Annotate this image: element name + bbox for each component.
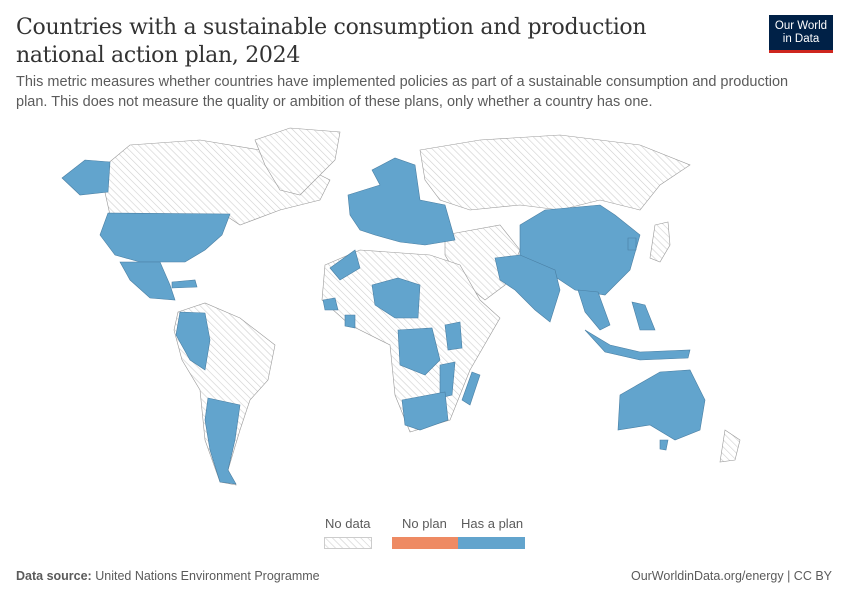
- indonesia[interactable]: [584, 329, 691, 361]
- mexico[interactable]: [119, 261, 176, 301]
- data-source-label: Data source:: [16, 569, 92, 583]
- tasmania[interactable]: [659, 439, 669, 451]
- usa[interactable]: [99, 212, 231, 263]
- subtitle: This metric measures whether countries h…: [16, 74, 789, 110]
- niger-chad[interactable]: [371, 277, 421, 319]
- new-zealand[interactable]: [719, 429, 741, 463]
- license[interactable]: CC BY: [793, 569, 832, 583]
- caribbean[interactable]: [171, 279, 198, 289]
- argentina-chile[interactable]: [204, 397, 241, 485]
- footer-right: OurWorldinData.org/energy | CC BY: [630, 569, 832, 583]
- australia[interactable]: [617, 369, 706, 441]
- data-source-name[interactable]: United Nations Environment Programme: [95, 569, 320, 583]
- legend-swatch-no-plan[interactable]: [392, 537, 458, 549]
- horn-africa[interactable]: [444, 321, 463, 351]
- drc[interactable]: [397, 327, 441, 376]
- owid-link[interactable]: OurWorldinData.org/energy: [630, 569, 784, 583]
- page-title: Countries with a sustainable consumption…: [16, 15, 647, 68]
- owid-logo[interactable]: Our World in Data: [769, 15, 833, 53]
- data-source: Data source: United Nations Environment …: [16, 569, 320, 583]
- madagascar[interactable]: [461, 371, 481, 406]
- legend-swatch-has-plan[interactable]: [458, 537, 525, 549]
- world-map[interactable]: [0, 120, 850, 500]
- legend-label-no-data: No data: [325, 516, 371, 531]
- japan[interactable]: [649, 221, 671, 263]
- legend-swatch-no-data[interactable]: [324, 537, 372, 549]
- india-pakistan[interactable]: [494, 254, 561, 323]
- philippines[interactable]: [631, 301, 656, 331]
- west-africa[interactable]: [322, 297, 356, 329]
- europe[interactable]: [347, 157, 456, 246]
- south-africa[interactable]: [401, 391, 449, 431]
- legend-label-has-plan: Has a plan: [461, 516, 524, 531]
- russia[interactable]: [419, 134, 691, 211]
- mozambique[interactable]: [439, 361, 456, 399]
- colombia-peru-ecuador[interactable]: [175, 311, 211, 371]
- north-africa-morocco[interactable]: [329, 249, 361, 281]
- legend-label-no-plan: No plan: [402, 516, 447, 531]
- greenland[interactable]: [254, 127, 341, 196]
- alaska[interactable]: [61, 159, 111, 196]
- korea[interactable]: [627, 237, 637, 251]
- has-plan-regions: [61, 157, 706, 485]
- southeast-asia[interactable]: [577, 289, 611, 331]
